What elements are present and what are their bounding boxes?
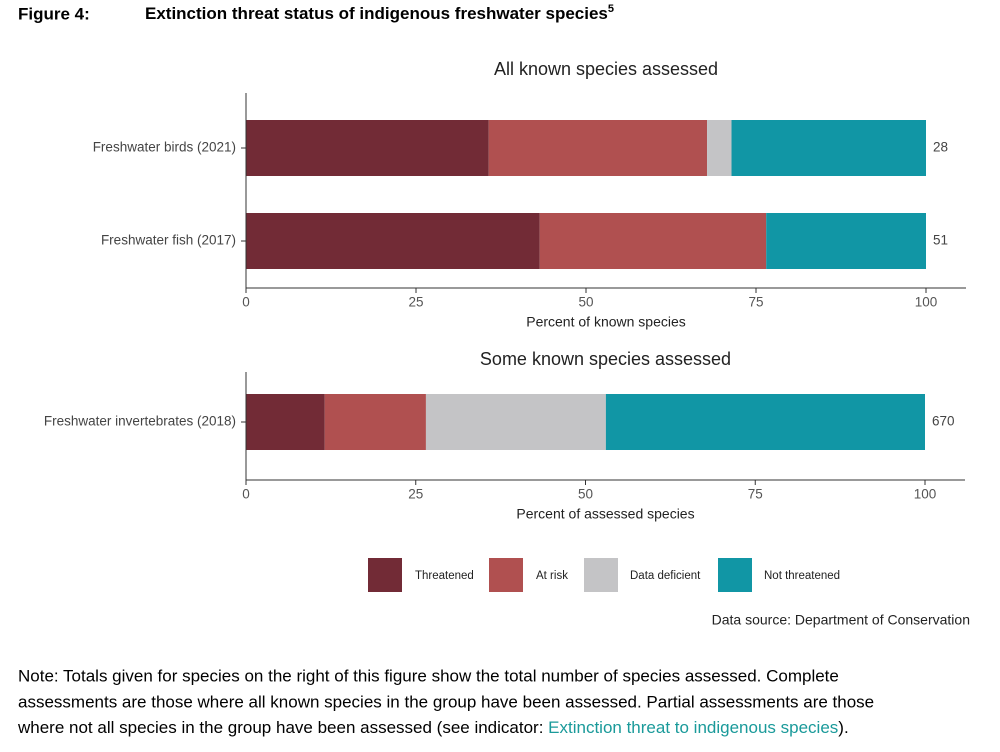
x-tick-label: 0 xyxy=(242,295,250,310)
figure-title: Extinction threat status of indigenous f… xyxy=(145,3,614,24)
legend-label: Data deficient xyxy=(630,570,701,582)
note-line: where not all species in the group have … xyxy=(17,718,849,737)
note-line: Note: Totals given for species on the ri… xyxy=(18,666,839,685)
bar-segment xyxy=(246,213,540,269)
x-tick-label: 100 xyxy=(914,487,937,502)
bar-segment xyxy=(707,120,732,176)
note-end: ). xyxy=(838,718,848,737)
legend-swatch xyxy=(584,558,618,592)
note-text: where not all species in the group have … xyxy=(17,718,548,737)
x-tick-label: 25 xyxy=(408,295,423,310)
legend-label: Not threatened xyxy=(764,570,840,582)
bar-segment xyxy=(425,394,606,450)
category-label: Freshwater fish (2017) xyxy=(101,233,236,248)
total-label: 51 xyxy=(933,233,948,248)
bar-segment xyxy=(539,213,767,269)
x-tick-label: 75 xyxy=(748,295,763,310)
bar-segment xyxy=(246,394,325,450)
legend-swatch xyxy=(718,558,752,592)
x-tick-label: 100 xyxy=(915,295,938,310)
bar-segment xyxy=(766,213,926,269)
chart-title: Some known species assessed xyxy=(480,349,731,369)
category-label: Freshwater birds (2021) xyxy=(93,140,236,155)
x-axis-label: Percent of known species xyxy=(526,314,686,330)
total-label: 670 xyxy=(932,414,955,429)
x-tick-label: 50 xyxy=(578,487,593,502)
x-axis-label: Percent of assessed species xyxy=(516,506,694,522)
bar-segment xyxy=(488,120,708,176)
chart-title: All known species assessed xyxy=(494,59,718,79)
footnote-ref: 5 xyxy=(608,3,614,15)
data-source: Data source: Department of Conservation xyxy=(712,612,970,628)
figure-title-text: Extinction threat status of indigenous f… xyxy=(145,4,608,23)
legend-label: Threatened xyxy=(415,570,474,582)
bar-segment xyxy=(731,120,926,176)
legend-swatch xyxy=(368,558,402,592)
bar-segment xyxy=(246,120,489,176)
note-line: assessments are those where all known sp… xyxy=(18,692,874,711)
legend-label: At risk xyxy=(536,570,568,582)
x-tick-label: 25 xyxy=(408,487,423,502)
indicator-link[interactable]: Extinction threat to indigenous species xyxy=(548,718,838,737)
x-tick-label: 50 xyxy=(578,295,593,310)
x-tick-label: 0 xyxy=(242,487,250,502)
x-tick-label: 75 xyxy=(748,487,763,502)
bar-segment xyxy=(324,394,426,450)
total-label: 28 xyxy=(933,140,948,155)
figure-label: Figure 4: xyxy=(18,4,90,23)
bar-segment xyxy=(605,394,925,450)
category-label: Freshwater invertebrates (2018) xyxy=(44,414,236,429)
legend-swatch xyxy=(489,558,523,592)
